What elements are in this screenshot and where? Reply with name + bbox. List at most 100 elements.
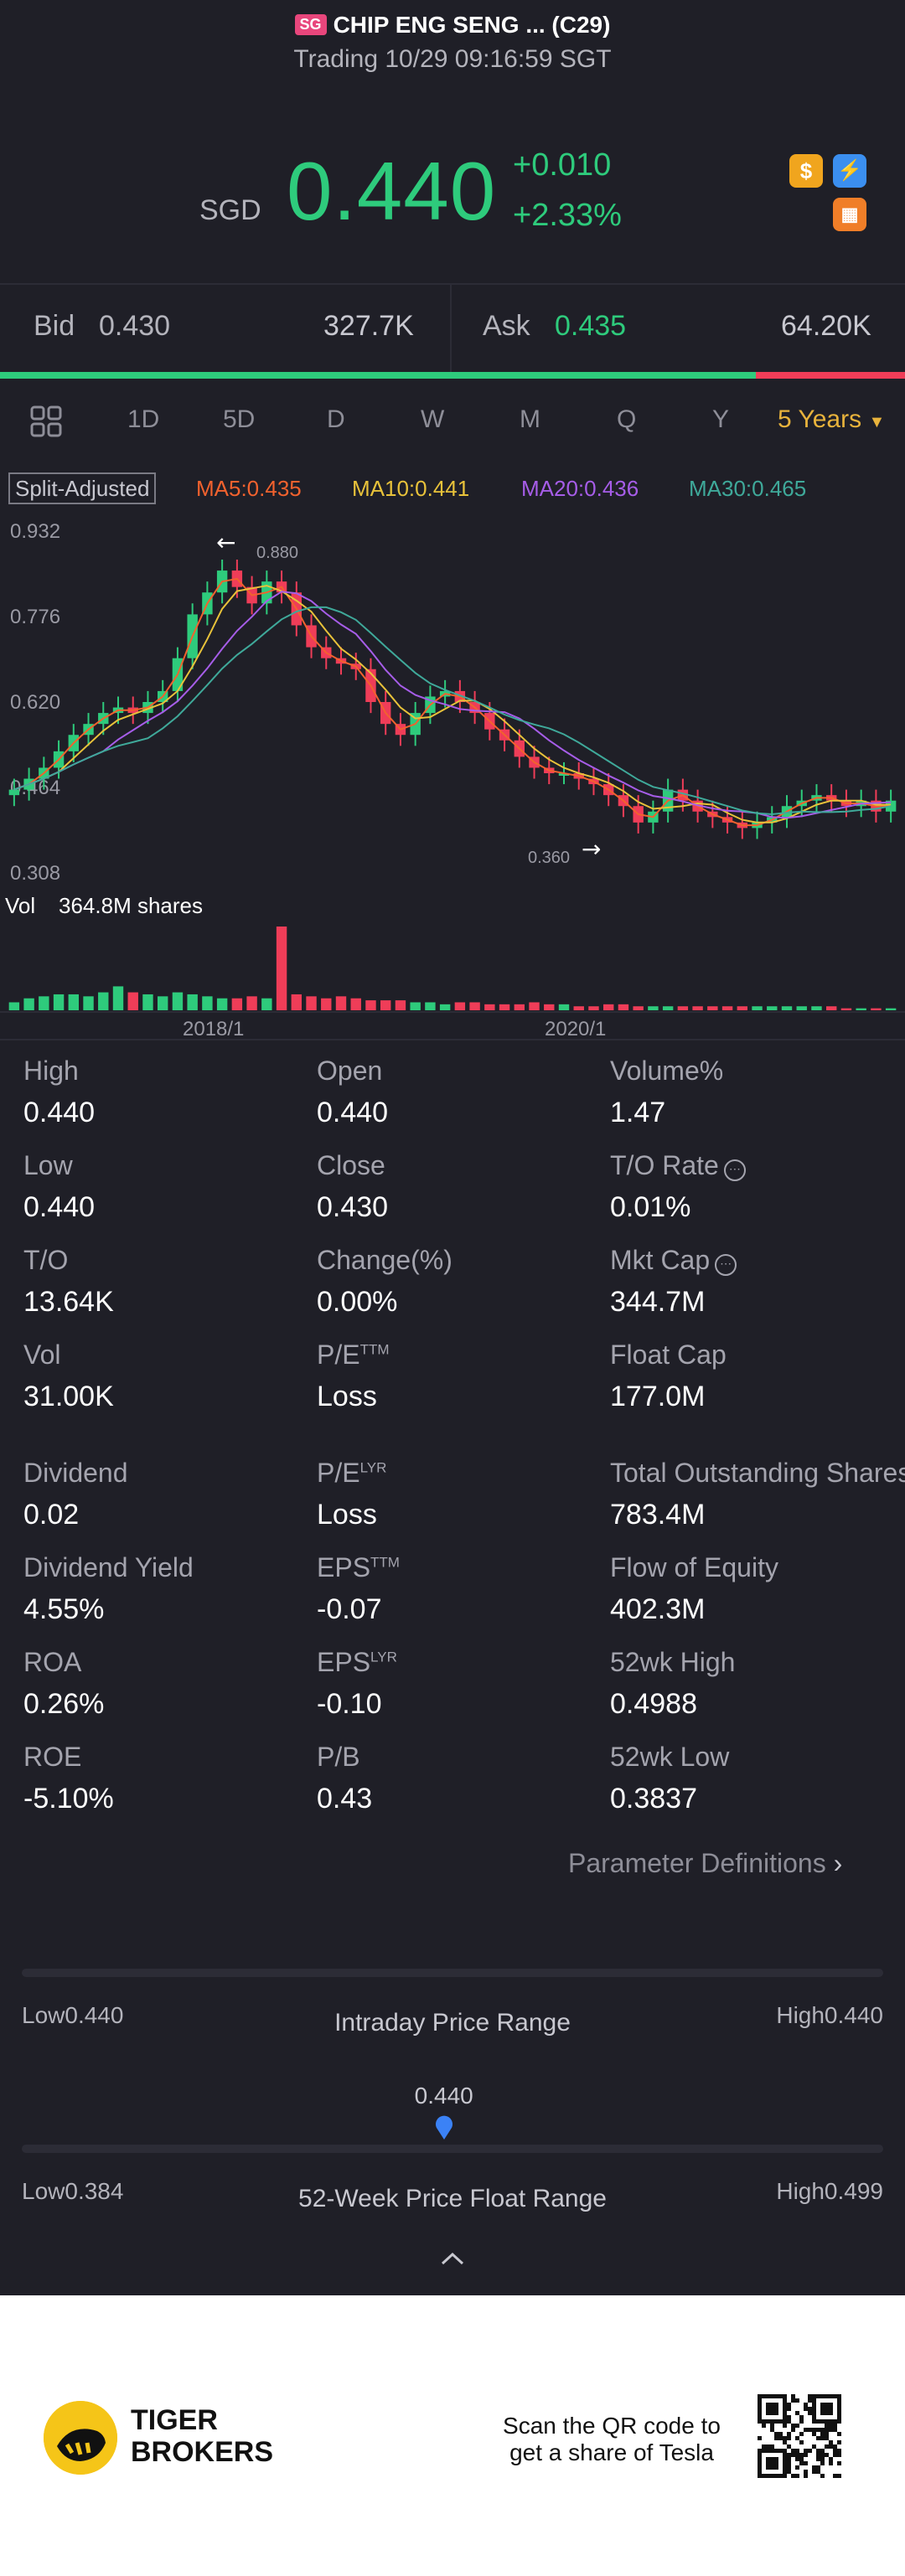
stat-label: Close: [317, 1150, 388, 1181]
stat-label: Mkt Cap ⋯: [610, 1245, 737, 1276]
stat-item: Open 0.440: [317, 1056, 388, 1129]
stat-value: 0.440: [23, 1097, 96, 1128]
volume-bar: [707, 1006, 718, 1010]
stat-item: P/B 0.43: [317, 1742, 372, 1815]
stat-label: 52wk High: [610, 1647, 735, 1678]
volume-bar: [752, 1006, 763, 1010]
volume-bar: [39, 996, 49, 1010]
qr-caption-line-1: Scan the QR code to: [503, 2413, 721, 2439]
volume-bar: [454, 1002, 466, 1010]
price-marker-icon: [435, 2115, 452, 2140]
market-badge: SG: [294, 14, 327, 35]
price-chart[interactable]: 0.932 0.776 0.620 0.464 0.308 ← 0.880 0.…: [0, 503, 905, 1039]
stat-label: Flow of Equity: [610, 1552, 778, 1583]
stat-label: ROA: [23, 1647, 104, 1678]
stat-label-text: P/B: [317, 1742, 360, 1772]
grid-icon[interactable]: [30, 405, 62, 437]
brand-line-1: TIGER: [131, 2404, 218, 2436]
stat-value: 0.43: [317, 1783, 373, 1815]
tab-5-years[interactable]: 5 Years ▼: [778, 405, 885, 434]
volume-bar: [246, 996, 257, 1010]
tab-m[interactable]: M: [520, 405, 540, 433]
tab-1d[interactable]: 1D: [127, 405, 160, 433]
ma20-label: MA20:0.436: [521, 476, 639, 501]
volume-bar: [514, 1004, 525, 1010]
dollar-icon[interactable]: $: [789, 154, 823, 188]
volume-bar: [677, 1006, 689, 1010]
volume-bar: [157, 996, 168, 1010]
ask-price: 0.435: [555, 310, 627, 342]
tab-q[interactable]: Q: [617, 405, 637, 433]
stat-value: 0.440: [317, 1097, 389, 1128]
intraday-high: High0.440: [776, 2002, 883, 2028]
intraday-low: Low0.440: [22, 2002, 124, 2028]
ma5-line: [13, 577, 892, 827]
stat-label-text: ROA: [23, 1647, 82, 1677]
volume-bar: [350, 998, 361, 1010]
parameter-definitions-link[interactable]: Parameter Definitions ›: [568, 1848, 842, 1879]
bid-ask-separator: [450, 285, 452, 372]
stat-label: P/ELYR: [317, 1458, 386, 1489]
trading-status: Trading 10/29 09:16:59 SGT: [293, 45, 612, 73]
volume-bar: [291, 994, 303, 1010]
divider: [0, 283, 905, 285]
stat-label-text: Vol: [23, 1340, 61, 1370]
stat-label-text: Dividend Yield: [23, 1552, 194, 1582]
tab-d[interactable]: D: [327, 405, 345, 433]
period-tabs: 1D 5D D W M Q Y 5 Years ▼: [0, 387, 905, 454]
stat-label-text: 52wk Low: [610, 1742, 730, 1772]
stock-title: CHIP ENG SENG ... (C29): [333, 12, 611, 38]
stat-item: ROA 0.26%: [23, 1647, 104, 1721]
volume-bar: [187, 994, 198, 1010]
stat-label-text: ROE: [23, 1742, 82, 1772]
stat-item: Float Cap 177.0M: [610, 1340, 727, 1413]
split-adjusted-toggle[interactable]: Split-Adjusted: [8, 472, 157, 504]
qr-caption: Scan the QR code to get a share of Tesla: [494, 2413, 729, 2466]
qr-code[interactable]: [758, 2394, 841, 2478]
calendar-icon[interactable]: ▦: [833, 198, 866, 231]
volume-bar: [573, 1006, 584, 1010]
week52-high: High0.499: [776, 2178, 883, 2204]
volume-bar: [142, 994, 153, 1010]
volume-bar: [618, 1004, 629, 1010]
chevron-down-icon: ▼: [868, 413, 886, 431]
volume-bar: [469, 1002, 480, 1010]
chevron-up-icon[interactable]: [439, 2250, 466, 2267]
volume-bar: [321, 998, 332, 1010]
stat-value: 1.47: [610, 1097, 666, 1128]
stat-label-text: Volume%: [610, 1056, 724, 1086]
more-info-icon[interactable]: ⋯: [715, 1254, 737, 1276]
arrow-right-icon: →: [582, 835, 601, 863]
y-tick-label: 0.776: [10, 606, 60, 628]
stat-value: 0.430: [317, 1191, 389, 1223]
stat-label: Float Cap: [610, 1340, 727, 1371]
tab-y[interactable]: Y: [712, 405, 730, 433]
volume-bar: [544, 1004, 555, 1010]
stat-label: EPSLYR: [317, 1647, 397, 1678]
volume-bar: [558, 1004, 570, 1010]
more-info-icon[interactable]: ⋯: [723, 1159, 746, 1181]
volume-bar: [588, 1006, 599, 1010]
bid-ask-panel: Bid 0.430 327.7K Ask 0.435 64.20K: [0, 285, 905, 372]
divider: [0, 1039, 905, 1040]
ma30-label: MA30:0.465: [689, 476, 807, 501]
stat-label-superscript: TTM: [359, 1341, 390, 1358]
volume-value: 364.8M shares: [59, 893, 203, 918]
stat-value: 0.01%: [610, 1191, 691, 1223]
flash-icon[interactable]: ⚡: [833, 154, 866, 188]
stat-value: 402.3M: [610, 1593, 706, 1625]
stat-label: Volume%: [610, 1056, 723, 1087]
stat-label: P/ETTM: [317, 1340, 390, 1371]
intraday-range-title: Intraday Price Range: [334, 2009, 571, 2037]
low-annotation: 0.360: [528, 849, 570, 867]
tab-w[interactable]: W: [421, 405, 445, 433]
week52-low: Low0.384: [22, 2178, 124, 2204]
stat-label-text: Float Cap: [610, 1340, 727, 1370]
high-annotation: 0.880: [256, 544, 298, 562]
parameter-definitions-label: Parameter Definitions: [568, 1848, 826, 1878]
stat-item: Vol 31.00K: [23, 1340, 114, 1413]
stat-item: T/O Rate ⋯ 0.01%: [610, 1150, 746, 1224]
stat-label-text: Flow of Equity: [610, 1552, 778, 1582]
tab-5d[interactable]: 5D: [223, 405, 256, 433]
x-tick-label: 2018/1: [183, 1018, 244, 1039]
